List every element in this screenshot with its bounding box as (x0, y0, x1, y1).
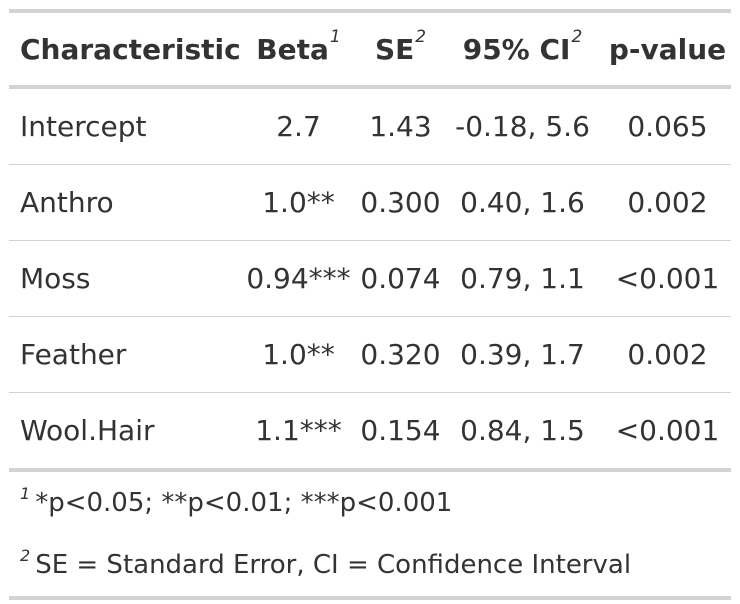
cell-ci: 0.84, 1.5 (460, 414, 585, 447)
cell-ci: -0.18, 5.6 (441, 89, 604, 165)
cell-se: 0.320 (360, 316, 441, 393)
footnote-2: 2 SE = Standard Error, CI = Confidence In… (20, 534, 731, 596)
cell-p-value: <0.001 (604, 240, 731, 317)
table-row: Feather 1.0** 0.320 0.39, 1.7 0.002 (9, 316, 731, 393)
regression-table-body: Intercept 2.7 1.43 -0.18, 5.6 0.065 Anth… (9, 89, 731, 468)
cell-beta: 1.1*** (255, 414, 342, 447)
footnote-text: SE = Standard Error, CI = Confidence Int… (35, 550, 632, 580)
table-header: Characteristic Beta1 SE2 95% CI2 p-value (9, 13, 731, 85)
table-row: Moss 0.94*** 0.074 0.79, 1.1 <0.001 (9, 240, 731, 317)
cell-characteristic: Intercept (9, 89, 237, 165)
header-p-value: p-value (608, 32, 727, 66)
cell-p-value: <0.001 (615, 414, 720, 447)
cell-se: 0.300 (360, 164, 441, 241)
cell-characteristic: Feather (9, 316, 237, 393)
cell-ci: 0.79, 1.1 (441, 240, 604, 317)
header-se: SE2 (374, 26, 427, 66)
footnote-marker: 1 (329, 26, 341, 47)
cell-beta: 1.0** (237, 316, 360, 393)
table-footnotes: 1 *p<0.05; **p<0.01; ***p<0.001 2 SE = Sta… (9, 472, 731, 596)
cell-p-value: 0.002 (604, 164, 731, 241)
table-row: Wool.Hair 1.1*** 0.154 0.84, 1.5 <0.001 (9, 393, 731, 469)
cell-se: 0.074 (360, 240, 441, 317)
cell-se: 0.154 (360, 414, 441, 447)
bottom-rule (9, 596, 731, 600)
cell-ci: 0.39, 1.7 (441, 316, 604, 393)
header-beta: Beta1 (256, 26, 341, 66)
header-ci: 95% CI2 (462, 26, 583, 66)
table-row: Intercept 2.7 1.43 -0.18, 5.6 0.065 (9, 89, 731, 165)
footnote-marker: 2 (415, 26, 427, 47)
regression-table-container: Characteristic Beta1 SE2 95% CI2 p-value… (9, 9, 731, 600)
footnote-marker: 1 (20, 483, 31, 503)
regression-table: Characteristic Beta1 SE2 95% CI2 p-value (9, 13, 731, 85)
footnote-1: 1 *p<0.05; **p<0.01; ***p<0.001 (20, 472, 731, 534)
cell-p-value: 0.065 (604, 89, 731, 165)
header-rule (9, 85, 731, 89)
footnote-text: *p<0.05; **p<0.01; ***p<0.001 (35, 488, 453, 518)
table-row: Anthro 1.0** 0.300 0.40, 1.6 0.002 (9, 164, 731, 241)
cell-se: 1.43 (360, 89, 441, 165)
body-rule (9, 468, 731, 472)
top-rule (9, 9, 731, 13)
footnote-marker: 2 (571, 26, 583, 47)
cell-ci: 0.40, 1.6 (441, 164, 604, 241)
cell-beta: 1.0** (237, 164, 360, 241)
cell-characteristic: Moss (9, 240, 237, 317)
cell-p-value: 0.002 (604, 316, 731, 393)
cell-characteristic: Wool.Hair (20, 414, 155, 447)
cell-beta: 2.7 (237, 89, 360, 165)
cell-beta: 0.94*** (237, 240, 360, 317)
cell-characteristic: Anthro (9, 164, 237, 241)
header-characteristic: Characteristic (20, 32, 241, 66)
footnote-marker: 2 (20, 545, 31, 565)
